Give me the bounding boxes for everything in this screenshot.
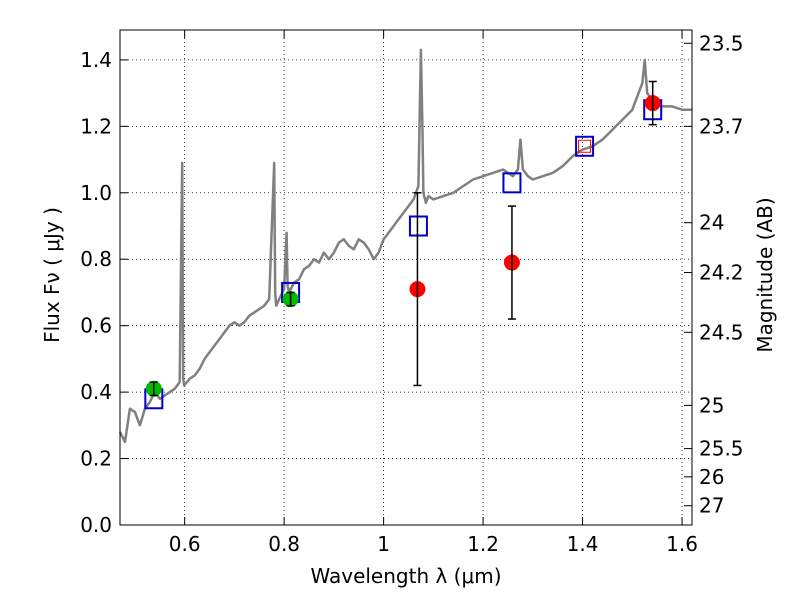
plot-frame [119, 29, 693, 526]
x-tick-label: 0.8 [268, 532, 300, 556]
y-axis-label: Flux Fν ( μJy ) [40, 207, 64, 343]
y-tick-label: 0.4 [80, 380, 112, 404]
x-tick-label: 1.4 [567, 532, 599, 556]
model-square-marker [408, 215, 428, 237]
model-square-marker [502, 172, 522, 194]
y-tick-label: 1.0 [80, 181, 112, 205]
right-tick-label: 24.5 [699, 320, 744, 344]
right-tick-label: 27 [699, 494, 724, 518]
photometry-markers [144, 80, 663, 410]
right-axis-label: Magnitude (AB) [753, 197, 777, 352]
y-tick-label: 0.8 [80, 247, 112, 271]
grid-lines [120, 30, 692, 526]
x-tick-label: 0.6 [169, 532, 201, 556]
small-square-marker [578, 139, 592, 153]
y-tick-label: 1.4 [80, 48, 112, 72]
right-tick-label: 25.5 [699, 437, 744, 461]
spectrum-line [118, 48, 692, 444]
y-tick-label: 0.0 [80, 513, 112, 537]
right-tick-label: 23.5 [699, 31, 744, 55]
right-tick-label: 26 [699, 465, 724, 489]
y-tick-label: 1.2 [80, 114, 112, 138]
x-tick-label: 1.2 [467, 532, 499, 556]
right-tick-label: 25 [699, 393, 724, 417]
right-tick-label: 23.7 [699, 114, 744, 138]
model-square-marker [575, 135, 595, 157]
y-tick-label: 0.2 [80, 447, 112, 471]
x-tick-label: 1 [377, 532, 390, 556]
axis-ticks: 0.6 0.8 1 1.2 1.4 1.6 0.0 0.2 0.4 0.6 0.8 1.0 1.2 1.4… [80, 30, 744, 556]
x-axis-label: Wavelength λ (μm) [310, 564, 501, 588]
x-tick-label: 1.6 [666, 532, 698, 556]
spectrum-series [118, 48, 692, 444]
right-tick-label: 24.2 [699, 261, 744, 285]
right-tick-label: 24 [699, 211, 724, 235]
y-tick-label: 0.6 [80, 314, 112, 338]
